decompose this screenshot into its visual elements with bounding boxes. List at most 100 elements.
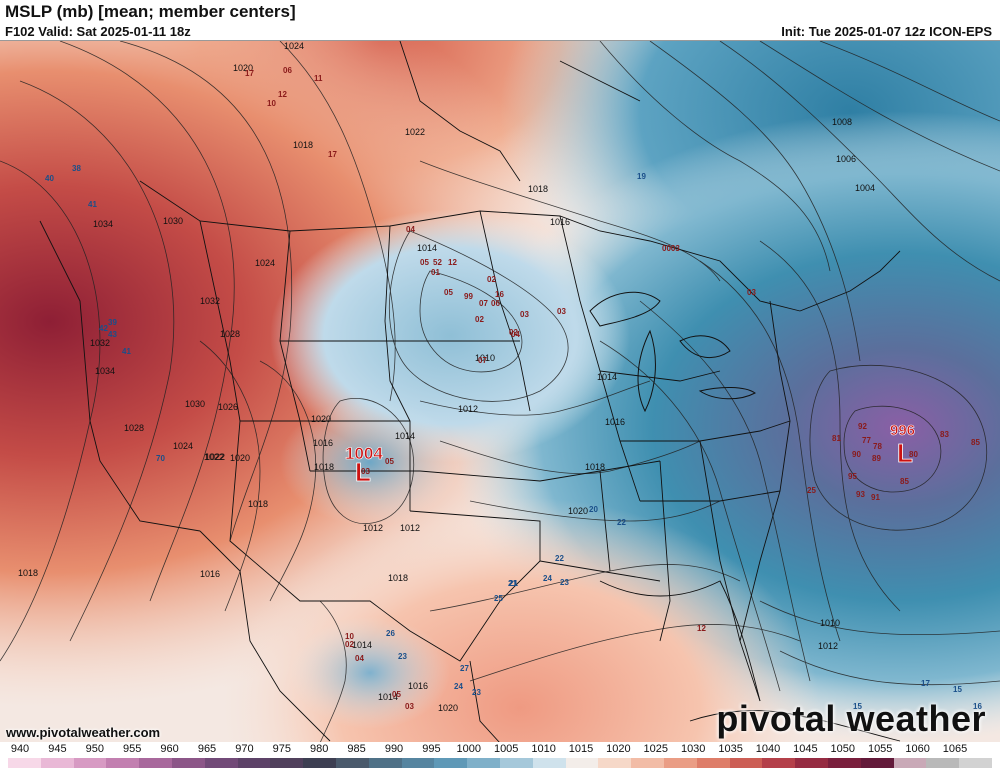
colorbar-swatch <box>565 758 599 768</box>
svg-text:85: 85 <box>900 477 909 486</box>
svg-text:1014: 1014 <box>378 692 398 702</box>
svg-text:1014: 1014 <box>417 243 437 253</box>
svg-text:15: 15 <box>953 685 962 694</box>
svg-text:1026: 1026 <box>218 402 238 412</box>
svg-text:17: 17 <box>921 679 930 688</box>
colorbar-swatch <box>204 758 238 768</box>
colorbar-swatch <box>959 758 992 768</box>
svg-text:1004: 1004 <box>345 444 383 463</box>
svg-text:0003: 0003 <box>662 244 680 253</box>
colorbar-tick-label: 995 <box>422 743 441 755</box>
svg-text:996: 996 <box>890 422 915 439</box>
svg-text:04: 04 <box>406 225 415 234</box>
colorbar-strip <box>8 758 992 768</box>
colorbar-swatch <box>139 758 172 768</box>
colorbar-swatch <box>270 758 304 768</box>
svg-text:02: 02 <box>487 275 496 284</box>
colorbar-swatch <box>598 758 632 768</box>
colorbar-tick-label: 1015 <box>568 743 594 755</box>
svg-text:91: 91 <box>871 493 880 502</box>
colorbar-swatch <box>401 758 435 768</box>
svg-text:92: 92 <box>858 422 867 431</box>
svg-text:42: 42 <box>99 324 108 333</box>
svg-text:1016: 1016 <box>200 569 220 579</box>
svg-text:1014: 1014 <box>597 372 617 382</box>
colorbar-swatch <box>106 758 140 768</box>
colorbar-swatch <box>171 758 205 768</box>
valid-time: F102 Valid: Sat 2025-01-11 18z <box>5 24 191 39</box>
svg-text:1024: 1024 <box>255 258 275 268</box>
svg-text:90: 90 <box>852 450 861 459</box>
svg-text:21: 21 <box>509 579 518 588</box>
svg-text:1012: 1012 <box>400 523 420 533</box>
colorbar-tick-label: 1050 <box>830 743 856 755</box>
svg-text:1018: 1018 <box>528 184 548 194</box>
svg-text:1010: 1010 <box>475 353 495 363</box>
svg-text:1024: 1024 <box>173 441 193 451</box>
svg-text:20: 20 <box>589 505 598 514</box>
svg-text:01: 01 <box>431 268 440 277</box>
map-canvas: 1024 1020 1022 1018 1030 1034 1032 1028 … <box>0 41 1000 743</box>
svg-text:1012: 1012 <box>363 523 383 533</box>
svg-text:1030: 1030 <box>185 399 205 409</box>
colorbar-tick-label: 1005 <box>493 743 519 755</box>
svg-text:07: 07 <box>479 299 488 308</box>
svg-text:06: 06 <box>283 66 292 75</box>
svg-text:80: 80 <box>909 450 918 459</box>
svg-text:1032: 1032 <box>200 296 220 306</box>
svg-text:1018: 1018 <box>314 462 334 472</box>
svg-text:05: 05 <box>420 258 429 267</box>
svg-text:03: 03 <box>747 288 756 297</box>
svg-text:1030: 1030 <box>163 216 183 226</box>
svg-text:99: 99 <box>464 292 473 301</box>
svg-text:03: 03 <box>361 467 370 476</box>
svg-text:1022: 1022 <box>405 127 425 137</box>
colorbar-swatch <box>795 758 828 768</box>
colorbar-tick-label: 950 <box>85 743 104 755</box>
svg-text:89: 89 <box>872 454 881 463</box>
low-center-2: 996 L <box>890 422 916 469</box>
svg-text:85: 85 <box>971 438 980 447</box>
svg-text:16: 16 <box>973 702 982 711</box>
svg-text:1018: 1018 <box>585 462 605 472</box>
svg-text:03: 03 <box>405 702 414 711</box>
svg-text:04: 04 <box>355 654 364 663</box>
svg-text:1018: 1018 <box>248 499 268 509</box>
svg-text:1032: 1032 <box>90 338 110 348</box>
svg-text:21: 21 <box>508 579 517 588</box>
svg-text:38: 38 <box>72 164 81 173</box>
colorbar-ticks: 940 945 950 955 960 965 970 975 980 985 990 995 1000… <box>0 743 1000 757</box>
colorbar-swatch <box>467 758 500 768</box>
colorbar-tick-label: 1035 <box>718 743 743 755</box>
svg-text:03: 03 <box>520 310 529 319</box>
svg-text:1014: 1014 <box>395 431 415 441</box>
svg-text:24: 24 <box>543 574 552 583</box>
colorbar-swatch <box>696 758 730 768</box>
svg-text:22: 22 <box>555 554 564 563</box>
svg-text:1020: 1020 <box>568 506 588 516</box>
svg-text:1020: 1020 <box>438 703 458 713</box>
colorbar-tick-label: 1020 <box>606 743 631 755</box>
isobar-labels: 1024 1020 1022 1018 1030 1034 1032 1028 … <box>18 41 875 713</box>
colorbar-swatch <box>40 758 74 768</box>
svg-text:1018: 1018 <box>388 573 408 583</box>
svg-text:81: 81 <box>832 434 841 443</box>
svg-text:41: 41 <box>88 200 97 209</box>
svg-text:10: 10 <box>267 99 276 108</box>
colorbar-tick-label: 960 <box>160 743 179 755</box>
colorbar-tick-label: 945 <box>48 743 67 755</box>
svg-text:78: 78 <box>873 442 882 451</box>
great-lakes <box>589 291 756 413</box>
svg-text:03: 03 <box>557 307 566 316</box>
svg-text:10: 10 <box>345 632 354 641</box>
pivotal-weather-logo: pivotal weather <box>716 698 986 739</box>
svg-text:16: 16 <box>495 290 504 299</box>
colorbar-swatch <box>532 758 566 768</box>
svg-text:93: 93 <box>856 490 865 499</box>
colorbar-tick-label: 1000 <box>456 743 482 755</box>
website-url: www.pivotalweather.com <box>6 725 161 740</box>
svg-text:23: 23 <box>560 578 569 587</box>
svg-text:12: 12 <box>697 624 706 633</box>
colorbar-swatch <box>73 758 107 768</box>
colorbar-tick-label: 1045 <box>793 743 818 755</box>
